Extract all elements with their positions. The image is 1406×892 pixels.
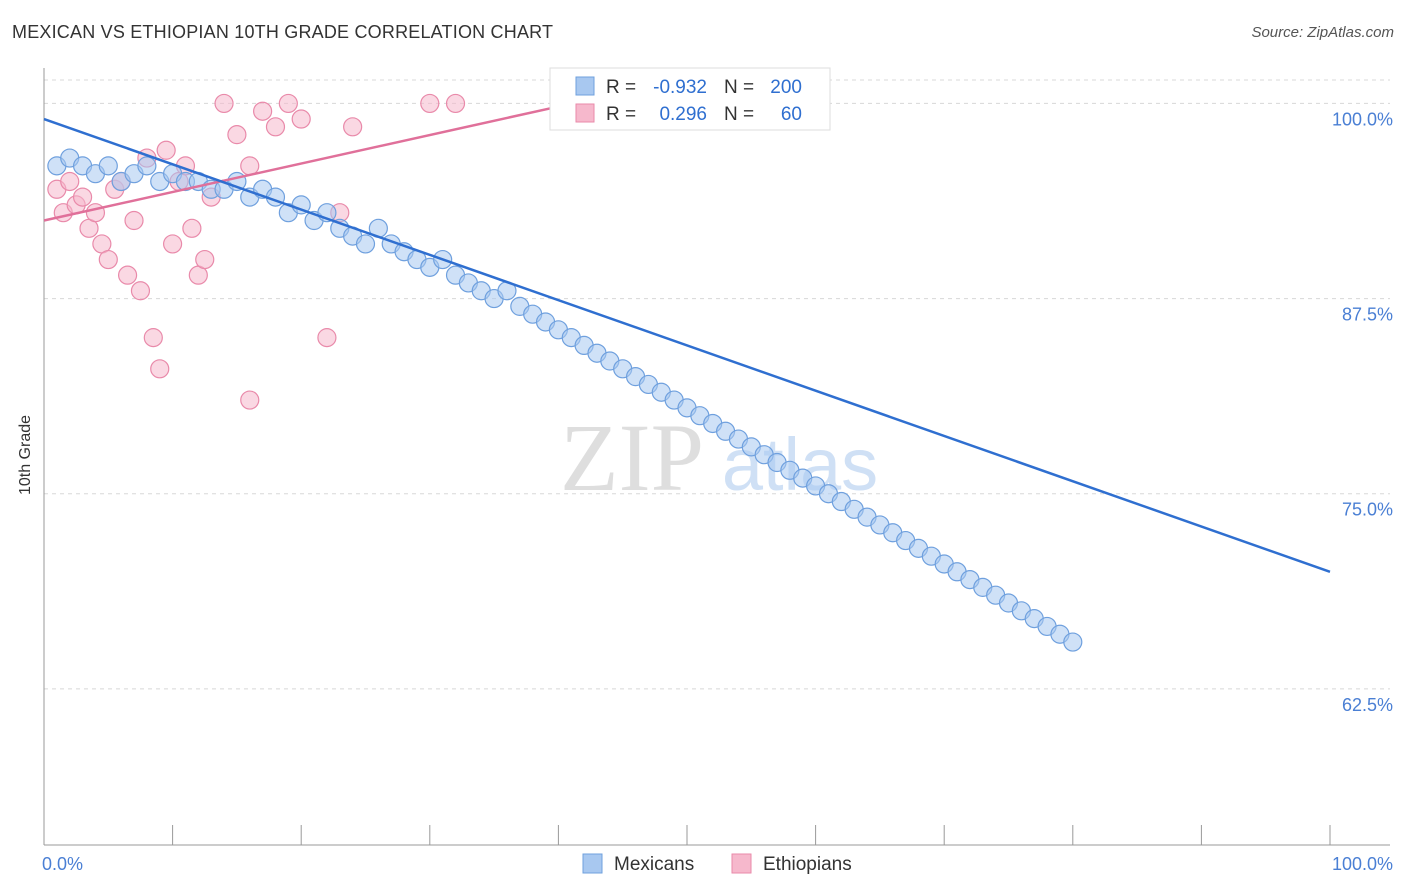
- x-tick-label-0: 0.0%: [42, 854, 83, 874]
- ethiopians-point-15: [143, 328, 163, 348]
- mexicans-r-label: R =: [606, 77, 636, 98]
- mexicans-points: [47, 148, 1083, 652]
- y-axis-label: 10th Grade: [17, 415, 34, 495]
- mexicans-point-19: [291, 195, 311, 215]
- stats-legend: R = -0.932 N = 200 R = 0.296 N = 60: [549, 67, 831, 131]
- ethiopians-point-8: [98, 249, 118, 270]
- ethiopians-point-35: [343, 117, 363, 137]
- ethiopians-point-13: [130, 281, 151, 301]
- ethiopians-point-23: [195, 249, 215, 270]
- watermark: ZIP atlas: [560, 404, 878, 511]
- ethiopians-point-36: [420, 93, 440, 114]
- series-legend: Mexicans Ethiopians: [582, 853, 852, 875]
- ethiopians-point-2: [60, 171, 80, 192]
- x-tick-labels: 0.0% 100.0%: [42, 854, 1393, 874]
- ethiopians-point-31: [291, 109, 311, 129]
- watermark-atlas: atlas: [722, 423, 878, 506]
- source-label: Source: ZipAtlas.com: [1251, 24, 1394, 41]
- chart-title: MEXICAN VS ETHIOPIAN 10TH GRADE CORRELAT…: [12, 22, 554, 42]
- ethiopians-trend-line: [43, 105, 559, 222]
- x-tick-label-1: 100.0%: [1332, 854, 1393, 874]
- ethiopians-n-label: N =: [724, 104, 754, 125]
- legend-mexicans-swatch: [582, 853, 603, 874]
- ethiopians-point-6: [85, 203, 106, 223]
- ethiopians-point-26: [227, 125, 247, 145]
- ethiopians-point-18: [163, 234, 183, 254]
- ethiopians-r-value: 0.296: [659, 104, 707, 125]
- ethiopians-r-label: R =: [606, 104, 636, 125]
- ethiopians-point-25: [214, 93, 234, 114]
- axes: [43, 68, 1390, 846]
- mexicans-point-7: [137, 156, 157, 176]
- ethiopians-n-value: 60: [781, 104, 802, 125]
- ethiopians-point-12: [124, 210, 144, 231]
- y-tick-label-0: 62.5%: [1342, 695, 1393, 715]
- ethiopians-point-17: [156, 140, 176, 160]
- ethiopians-point-29: [265, 117, 286, 137]
- mexicans-swatch: [575, 76, 595, 96]
- y-tick-label-2: 87.5%: [1342, 305, 1393, 325]
- mexicans-n-label: N =: [724, 77, 754, 98]
- ethiopians-swatch: [575, 103, 595, 123]
- watermark-zip: ZIP: [560, 404, 704, 511]
- mexicans-trend-line: [43, 117, 1331, 573]
- legend-ethiopians-swatch: [731, 853, 752, 874]
- ethiopians-point-27: [240, 390, 260, 410]
- mexicans-point-24: [355, 234, 376, 254]
- mexicans-point-79: [1063, 632, 1083, 652]
- mexicans-point-4: [98, 156, 118, 176]
- ethiopians-point-33: [317, 328, 337, 348]
- ethiopians-point-4: [72, 187, 93, 207]
- ethiopians-point-16: [150, 359, 170, 379]
- ethiopians-point-28: [253, 101, 273, 121]
- mexicans-n-value: 200: [770, 77, 802, 98]
- y-tick-labels: 62.5% 75.0% 87.5% 100.0%: [1332, 109, 1393, 714]
- legend-mexicans-label: Mexicans: [614, 854, 694, 875]
- trend-lines: [43, 105, 1331, 573]
- ethiopians-point-21: [182, 218, 202, 238]
- ethiopians-point-11: [117, 265, 138, 285]
- mexicans-r-value: -0.932: [653, 77, 707, 98]
- ethiopians-points: [47, 93, 466, 410]
- y-tick-label-1: 75.0%: [1342, 500, 1393, 520]
- legend-ethiopians-label: Ethiopians: [763, 854, 852, 875]
- ethiopians-point-37: [445, 93, 466, 114]
- ethiopians-point-32: [240, 156, 260, 176]
- ethiopians-point-30: [278, 93, 298, 114]
- y-tick-label-3: 100.0%: [1332, 109, 1393, 129]
